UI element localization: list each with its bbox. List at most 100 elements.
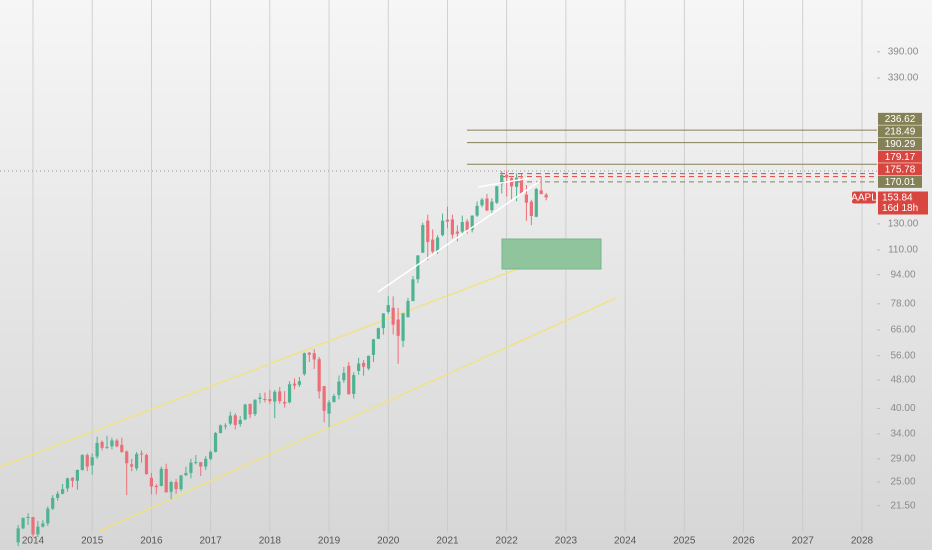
x-tick-label: 2015 bbox=[81, 536, 104, 547]
price-tag bbox=[878, 112, 922, 125]
candle-body bbox=[159, 468, 163, 486]
candle-body bbox=[154, 485, 158, 488]
candle-body bbox=[302, 353, 306, 375]
candle-body bbox=[248, 403, 252, 415]
candle-body bbox=[287, 384, 292, 403]
candle-body bbox=[445, 219, 450, 222]
candle-body bbox=[416, 255, 420, 280]
candle-body bbox=[386, 305, 390, 312]
candle-body bbox=[41, 523, 45, 527]
y-tick-label: 48.00 bbox=[890, 375, 915, 386]
candle-body bbox=[139, 453, 144, 455]
y-tick-label: 40.00 bbox=[890, 403, 915, 414]
candle-body bbox=[371, 339, 376, 355]
candle-body bbox=[125, 451, 129, 464]
candle-body bbox=[238, 419, 242, 425]
candle-body bbox=[327, 402, 331, 414]
candle-body bbox=[470, 215, 474, 230]
candle-body bbox=[80, 455, 84, 471]
candle-body bbox=[509, 178, 514, 187]
candle-body bbox=[534, 188, 538, 217]
candle-body bbox=[332, 396, 336, 402]
candle-body bbox=[529, 201, 533, 217]
price-tag-label: 170.01 bbox=[885, 177, 916, 188]
candle-body bbox=[120, 444, 124, 452]
y-tick-label: 21.50 bbox=[890, 500, 915, 511]
x-tick-label: 2021 bbox=[436, 536, 459, 547]
channel-line bbox=[0, 267, 521, 468]
x-tick-label: 2017 bbox=[199, 536, 222, 547]
grid bbox=[32, 0, 863, 533]
candle-body bbox=[490, 201, 494, 211]
trend-line bbox=[377, 180, 541, 293]
y-tick-label: 66.00 bbox=[890, 325, 915, 336]
candle-body bbox=[505, 174, 509, 178]
candle-body bbox=[204, 458, 208, 467]
x-tick-label: 2014 bbox=[22, 536, 45, 547]
y-tick-label: 110.00 bbox=[888, 245, 918, 256]
zone-rectangle bbox=[501, 238, 602, 270]
candle-body bbox=[352, 375, 356, 394]
candle-body bbox=[169, 482, 173, 492]
candle-body bbox=[435, 237, 440, 252]
y-tick-label: 29.00 bbox=[890, 453, 915, 464]
y-tick-label: 25.00 bbox=[890, 477, 915, 488]
candle-body bbox=[475, 205, 479, 216]
candle-body bbox=[500, 175, 504, 185]
candle-body bbox=[218, 425, 223, 433]
channel-line bbox=[99, 297, 617, 532]
price-tag-label: 179.17 bbox=[885, 152, 916, 163]
candle-body bbox=[421, 225, 425, 253]
candle-body bbox=[455, 231, 459, 234]
candle-body bbox=[51, 497, 55, 509]
candle-body bbox=[110, 440, 114, 447]
symbol-badge bbox=[852, 191, 876, 204]
candle-body bbox=[396, 319, 400, 336]
candle-body bbox=[46, 508, 50, 524]
last-price-label: 153.84 bbox=[882, 193, 913, 204]
trend-line bbox=[477, 177, 531, 188]
axes: 2014 2015 2016 2017 2018 2019 2020 2021 2022 2023… bbox=[22, 46, 919, 546]
candle-body bbox=[179, 475, 183, 490]
y-tick-label: 34.00 bbox=[890, 429, 915, 440]
candle-body bbox=[361, 362, 366, 367]
y-tick-label: 130.00 bbox=[888, 219, 919, 230]
candle-body bbox=[460, 222, 464, 232]
x-tick-label: 2023 bbox=[555, 536, 578, 547]
candle-body bbox=[243, 404, 247, 420]
candle-body bbox=[465, 221, 469, 231]
candle-body bbox=[149, 477, 154, 487]
candle-body bbox=[514, 177, 519, 187]
candle-body bbox=[26, 517, 30, 519]
candle-body bbox=[174, 482, 178, 490]
candle-body bbox=[480, 199, 484, 206]
candle-body bbox=[317, 359, 321, 392]
candle-body bbox=[357, 363, 361, 372]
candle-body bbox=[209, 451, 213, 459]
candle-body bbox=[366, 355, 371, 369]
candle-body bbox=[347, 365, 351, 395]
candle-body bbox=[189, 462, 193, 473]
candle-body bbox=[268, 398, 272, 402]
candle-body bbox=[376, 328, 380, 339]
y-tick-label: 330.00 bbox=[888, 73, 919, 84]
candle-body bbox=[199, 462, 203, 467]
candle-body bbox=[312, 353, 316, 360]
candle-body bbox=[495, 186, 499, 203]
candle-body bbox=[233, 415, 237, 425]
candle-body bbox=[135, 454, 139, 469]
x-tick-label: 2024 bbox=[614, 536, 637, 547]
candle-body bbox=[253, 399, 257, 415]
candle-body bbox=[115, 440, 119, 447]
symbol-label: AAPL bbox=[851, 193, 877, 204]
candle-body bbox=[60, 489, 65, 494]
y-tick-label: 56.00 bbox=[890, 350, 915, 361]
price-tag-label: 236.62 bbox=[885, 114, 916, 125]
candle-body bbox=[278, 391, 282, 402]
candle-body bbox=[401, 313, 405, 341]
candle-body bbox=[391, 307, 395, 325]
candle-body bbox=[21, 517, 25, 529]
